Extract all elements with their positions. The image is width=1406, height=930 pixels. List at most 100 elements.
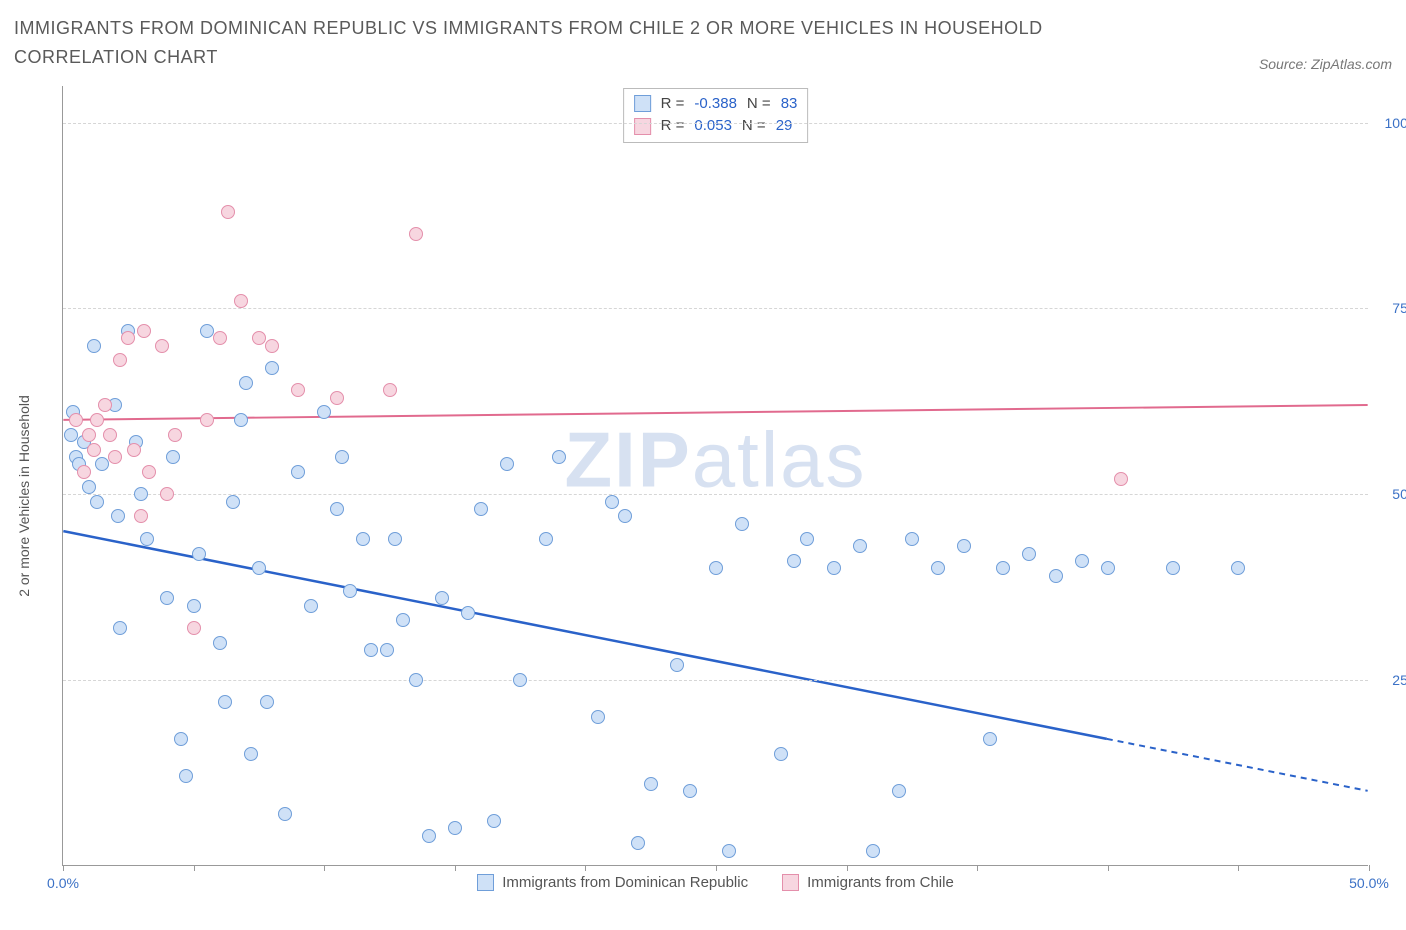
scatter-point [291, 465, 305, 479]
legend-label-0: Immigrants from Dominican Republic [502, 874, 748, 891]
scatter-point [330, 502, 344, 516]
stats-r-value-1: 0.053 [694, 115, 732, 138]
scatter-point [1022, 547, 1036, 561]
x-tick [455, 865, 456, 871]
stats-n-value-0: 83 [781, 93, 798, 116]
scatter-point [87, 339, 101, 353]
swatch-series-0 [634, 95, 651, 112]
scatter-point [304, 599, 318, 613]
scatter-point [461, 606, 475, 620]
scatter-point [1049, 569, 1063, 583]
stats-row-series-0: R = -0.388 N = 83 [634, 93, 798, 116]
x-tick [1238, 865, 1239, 871]
scatter-point [113, 621, 127, 635]
stats-r-label-1: R = [661, 115, 685, 138]
scatter-point [90, 495, 104, 509]
scatter-point [396, 613, 410, 627]
scatter-point [866, 844, 880, 858]
gridline [63, 123, 1368, 124]
x-tick [194, 865, 195, 871]
scatter-point [103, 428, 117, 442]
scatter-point [735, 517, 749, 531]
scatter-point [234, 413, 248, 427]
scatter-point [1075, 554, 1089, 568]
scatter-point [1114, 472, 1128, 486]
stats-r-label-0: R = [661, 93, 685, 116]
scatter-point [335, 450, 349, 464]
watermark-strong: ZIP [564, 415, 691, 503]
scatter-point [160, 591, 174, 605]
scatter-point [64, 428, 78, 442]
scatter-point [474, 502, 488, 516]
scatter-point [539, 532, 553, 546]
scatter-point [343, 584, 357, 598]
scatter-point [500, 457, 514, 471]
scatter-point [244, 747, 258, 761]
watermark-light: atlas [692, 415, 867, 503]
scatter-point [226, 495, 240, 509]
scatter-point [383, 383, 397, 397]
x-tick [324, 865, 325, 871]
y-tick-label: 100.0% [1372, 115, 1406, 131]
scatter-point [409, 227, 423, 241]
scatter-point [140, 532, 154, 546]
scatter-point [591, 710, 605, 724]
scatter-point [364, 643, 378, 657]
scatter-point [487, 814, 501, 828]
scatter-point [213, 331, 227, 345]
scatter-point [644, 777, 658, 791]
x-tick [585, 865, 586, 871]
chart-frame: 2 or more Vehicles in Household ZIPatlas… [14, 86, 1392, 906]
scatter-point [957, 539, 971, 553]
scatter-point [218, 695, 232, 709]
x-tick [977, 865, 978, 871]
scatter-point [265, 361, 279, 375]
scatter-point [827, 561, 841, 575]
legend-label-1: Immigrants from Chile [807, 874, 954, 891]
legend-swatch-1 [782, 874, 799, 891]
scatter-point [187, 599, 201, 613]
scatter-point [134, 487, 148, 501]
scatter-point [265, 339, 279, 353]
scatter-point [380, 643, 394, 657]
scatter-point [278, 807, 292, 821]
scatter-point [127, 443, 141, 457]
scatter-point [239, 376, 253, 390]
x-tick [1108, 865, 1109, 871]
scatter-point [111, 509, 125, 523]
scatter-point [69, 413, 83, 427]
x-tick [716, 865, 717, 871]
scatter-point [631, 836, 645, 850]
scatter-point [179, 769, 193, 783]
scatter-point [187, 621, 201, 635]
scatter-point [931, 561, 945, 575]
scatter-point [996, 561, 1010, 575]
scatter-point [221, 205, 235, 219]
gridline [63, 308, 1368, 309]
scatter-point [983, 732, 997, 746]
scatter-point [82, 480, 96, 494]
header: IMMIGRANTS FROM DOMINICAN REPUBLIC VS IM… [14, 14, 1392, 72]
scatter-point [800, 532, 814, 546]
scatter-point [1231, 561, 1245, 575]
scatter-point [905, 532, 919, 546]
scatter-point [95, 457, 109, 471]
scatter-point [853, 539, 867, 553]
x-tick [63, 865, 64, 871]
scatter-point [552, 450, 566, 464]
stats-row-series-1: R = 0.053 N = 29 [634, 115, 798, 138]
chart-title: IMMIGRANTS FROM DOMINICAN REPUBLIC VS IM… [14, 14, 1114, 72]
scatter-point [113, 353, 127, 367]
watermark: ZIPatlas [564, 414, 866, 505]
scatter-point [137, 324, 151, 338]
scatter-point [330, 391, 344, 405]
scatter-point [82, 428, 96, 442]
scatter-point [409, 673, 423, 687]
scatter-point [160, 487, 174, 501]
trend-lines [63, 86, 1368, 865]
plot-area: ZIPatlas R = -0.388 N = 83 R = 0.053 N =… [62, 86, 1368, 866]
x-tick [847, 865, 848, 871]
x-tick [1369, 865, 1370, 871]
stats-n-label-1: N = [742, 115, 766, 138]
scatter-point [168, 428, 182, 442]
